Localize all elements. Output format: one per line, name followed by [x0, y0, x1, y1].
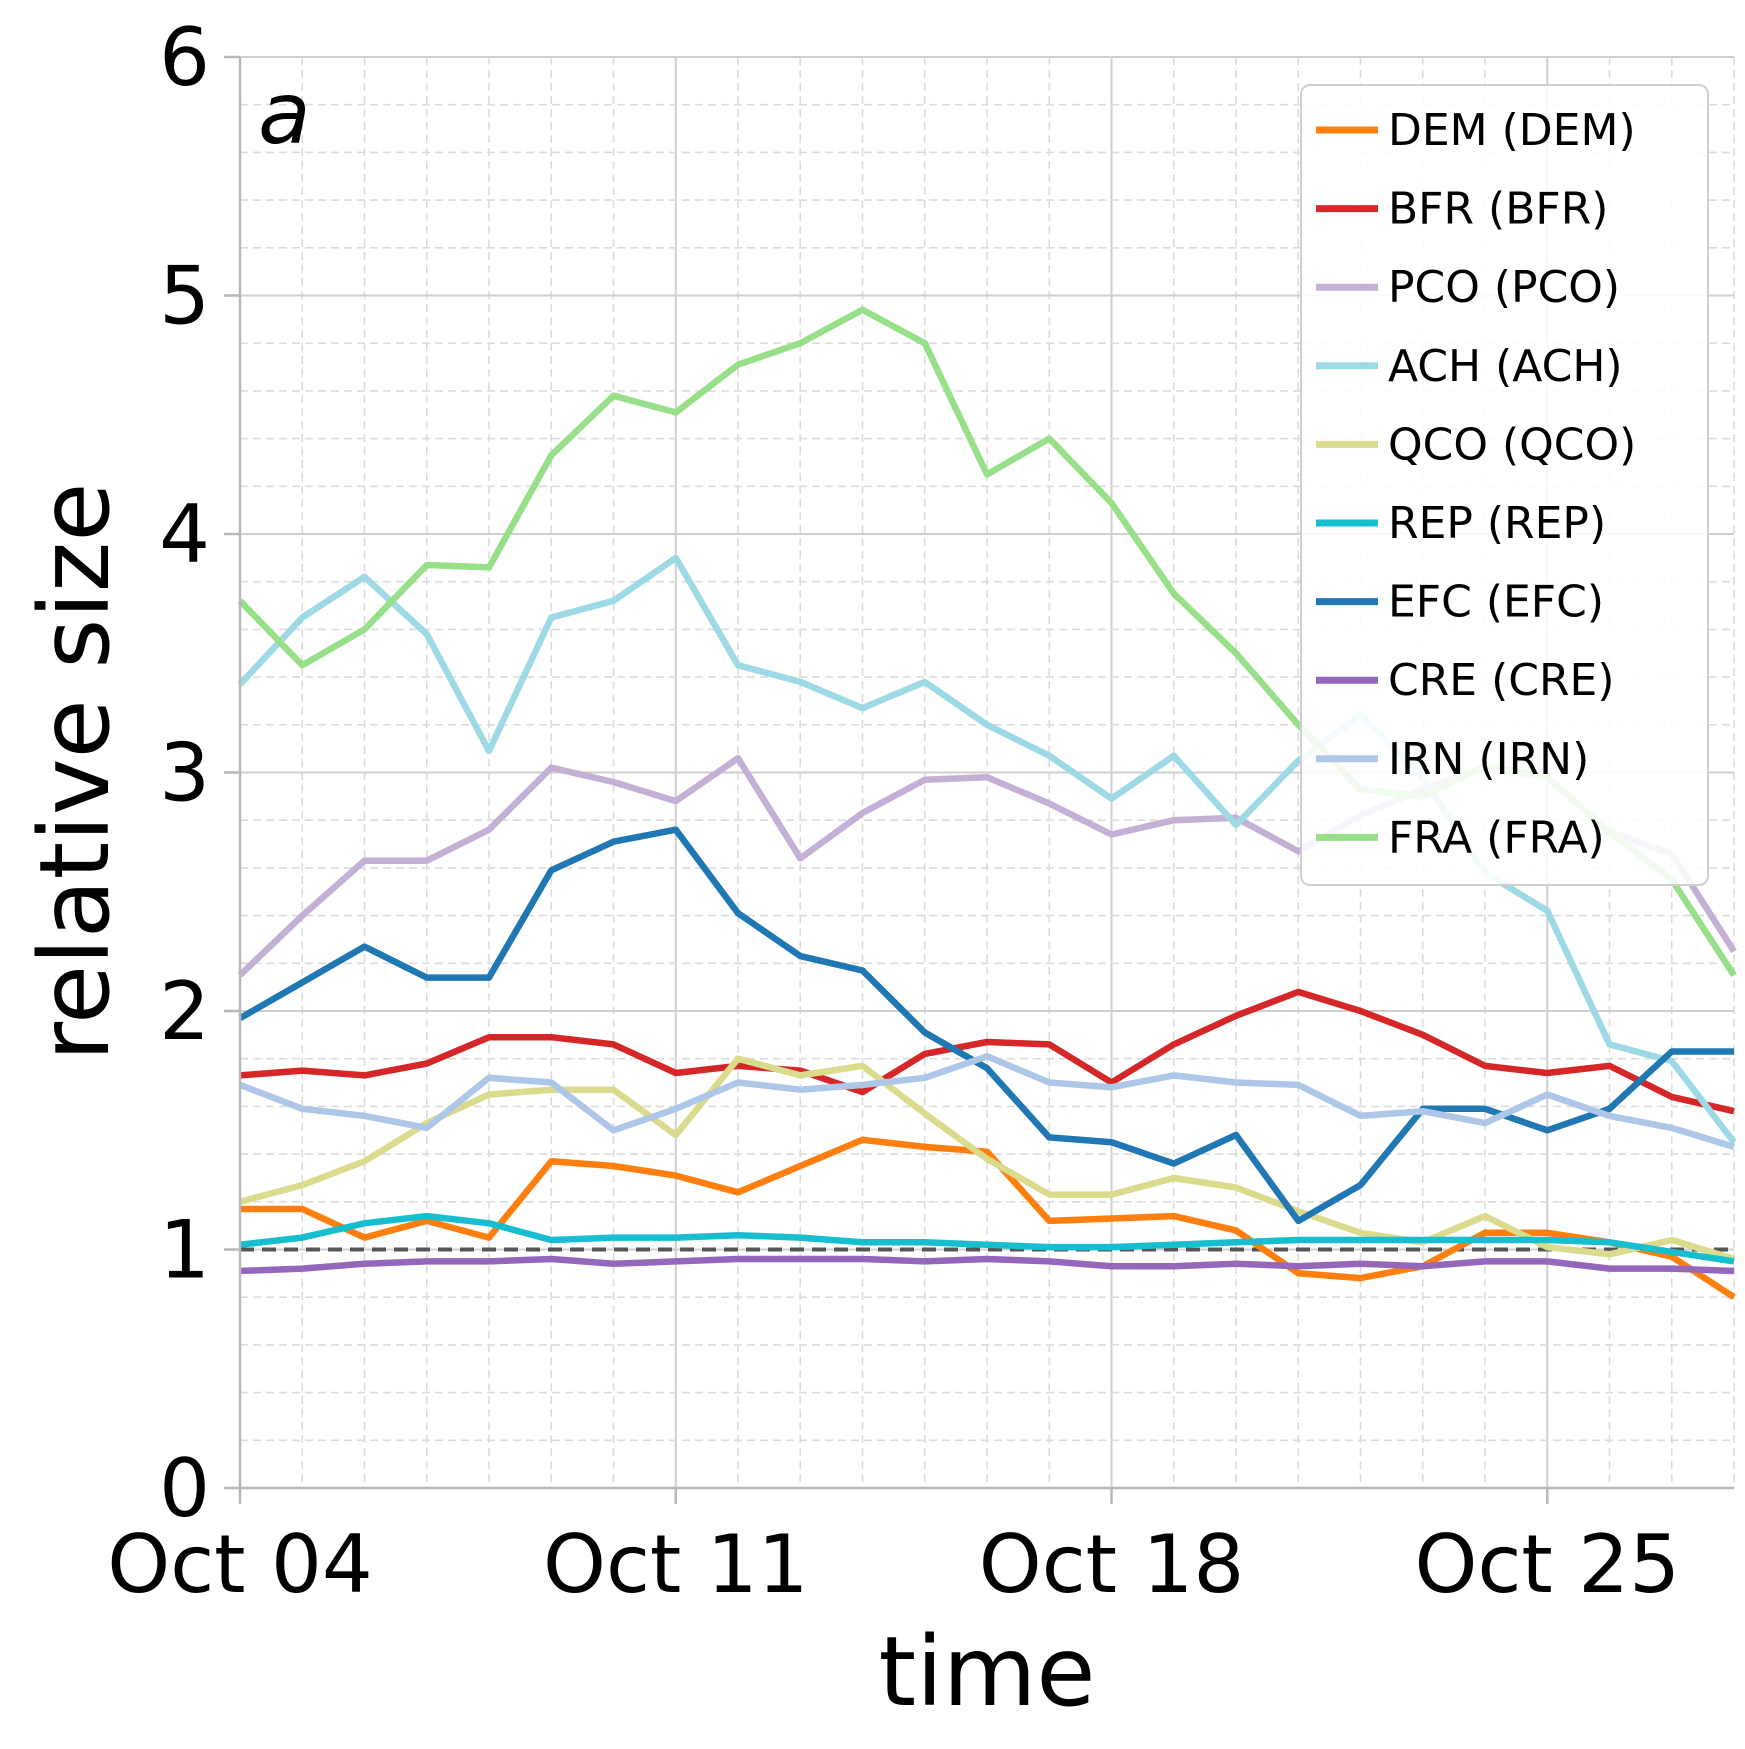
legend-label-qco: QCO (QCO)	[1388, 419, 1636, 470]
y-tick-label: 0	[159, 1442, 210, 1535]
legend-label-fra: FRA (FRA)	[1388, 812, 1605, 863]
series-line-rep	[239, 1212, 1735, 1265]
panel-label: a	[258, 64, 311, 164]
series-line-efc	[238, 826, 1734, 1225]
legend-label-rep: REP (REP)	[1388, 498, 1606, 549]
x-tick-label: Oct 04	[107, 1518, 373, 1611]
legend-label-efc: EFC (EFC)	[1388, 577, 1604, 628]
legend: DEM (DEM) BFR (BFR) PCO (PCO) ACH (ACH) QCO …	[1300, 84, 1709, 886]
y-ticks: 0 1 2 3 4 5 6	[159, 11, 240, 1535]
y-tick-label: 2	[159, 965, 210, 1058]
legend-label-bfr: BFR (BFR)	[1388, 184, 1608, 235]
y-tick-label: 5	[159, 250, 210, 343]
legend-frame	[1300, 84, 1709, 886]
x-axis-label: time	[879, 1616, 1096, 1728]
x-tick-label: Oct 11	[543, 1518, 809, 1611]
y-tick-label: 6	[159, 11, 210, 104]
y-tick-label: 4	[159, 488, 210, 581]
legend-label-dem: DEM (DEM)	[1388, 105, 1636, 156]
series-line-irn	[238, 1053, 1735, 1151]
series-line-cre	[239, 1255, 1735, 1275]
y-tick-label: 1	[159, 1204, 210, 1297]
x-tick-label: Oct 18	[979, 1518, 1245, 1611]
legend-label-cre: CRE (CRE)	[1388, 655, 1615, 706]
series-line-bfr	[239, 988, 1735, 1115]
x-tick-label: Oct 25	[1414, 1518, 1680, 1611]
x-ticks: Oct 04 Oct 11 Oct 18 Oct 25	[107, 1488, 1680, 1611]
series-line-qco	[239, 1055, 1735, 1263]
legend-label-irn: IRN (IRN)	[1388, 734, 1589, 785]
series-line-dem	[240, 1136, 1736, 1300]
legend-label-ach: ACH (ACH)	[1388, 341, 1623, 392]
y-axis-label: relative size	[19, 483, 131, 1062]
y-tick-label: 3	[159, 727, 210, 820]
legend-label-pco: PCO (PCO)	[1388, 262, 1620, 313]
